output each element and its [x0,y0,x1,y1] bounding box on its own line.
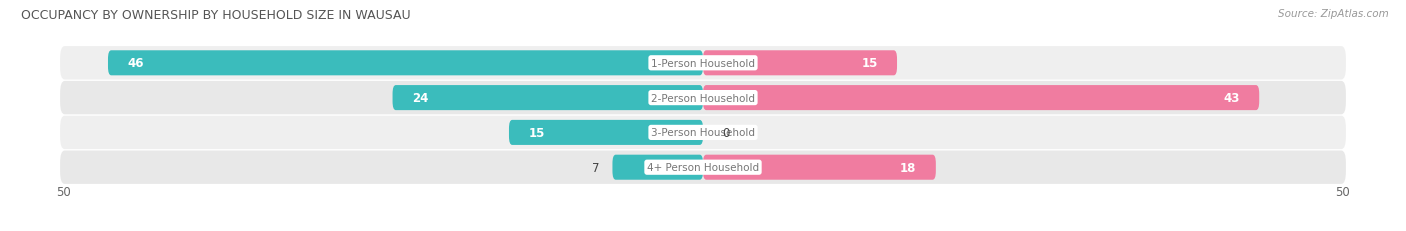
FancyBboxPatch shape [703,155,936,180]
FancyBboxPatch shape [703,86,1260,111]
FancyBboxPatch shape [509,120,703,145]
Text: 3-Person Household: 3-Person Household [651,128,755,138]
FancyBboxPatch shape [392,86,703,111]
Text: 2-Person Household: 2-Person Household [651,93,755,103]
Text: 24: 24 [412,92,429,105]
FancyBboxPatch shape [60,82,1346,115]
FancyBboxPatch shape [60,47,1346,80]
Text: 0: 0 [723,126,730,139]
Text: 15: 15 [862,57,877,70]
Text: OCCUPANCY BY OWNERSHIP BY HOUSEHOLD SIZE IN WAUSAU: OCCUPANCY BY OWNERSHIP BY HOUSEHOLD SIZE… [21,9,411,22]
Text: 4+ Person Household: 4+ Person Household [647,162,759,173]
Text: 15: 15 [529,126,544,139]
FancyBboxPatch shape [108,51,703,76]
FancyBboxPatch shape [703,51,897,76]
Text: 46: 46 [128,57,143,70]
Text: 43: 43 [1223,92,1240,105]
Text: 7: 7 [592,161,599,174]
FancyBboxPatch shape [60,151,1346,184]
Text: 18: 18 [900,161,917,174]
FancyBboxPatch shape [60,116,1346,149]
Text: 1-Person Household: 1-Person Household [651,58,755,69]
Text: 50: 50 [1336,185,1350,198]
FancyBboxPatch shape [613,155,703,180]
Text: 50: 50 [56,185,70,198]
Text: Source: ZipAtlas.com: Source: ZipAtlas.com [1278,9,1389,19]
